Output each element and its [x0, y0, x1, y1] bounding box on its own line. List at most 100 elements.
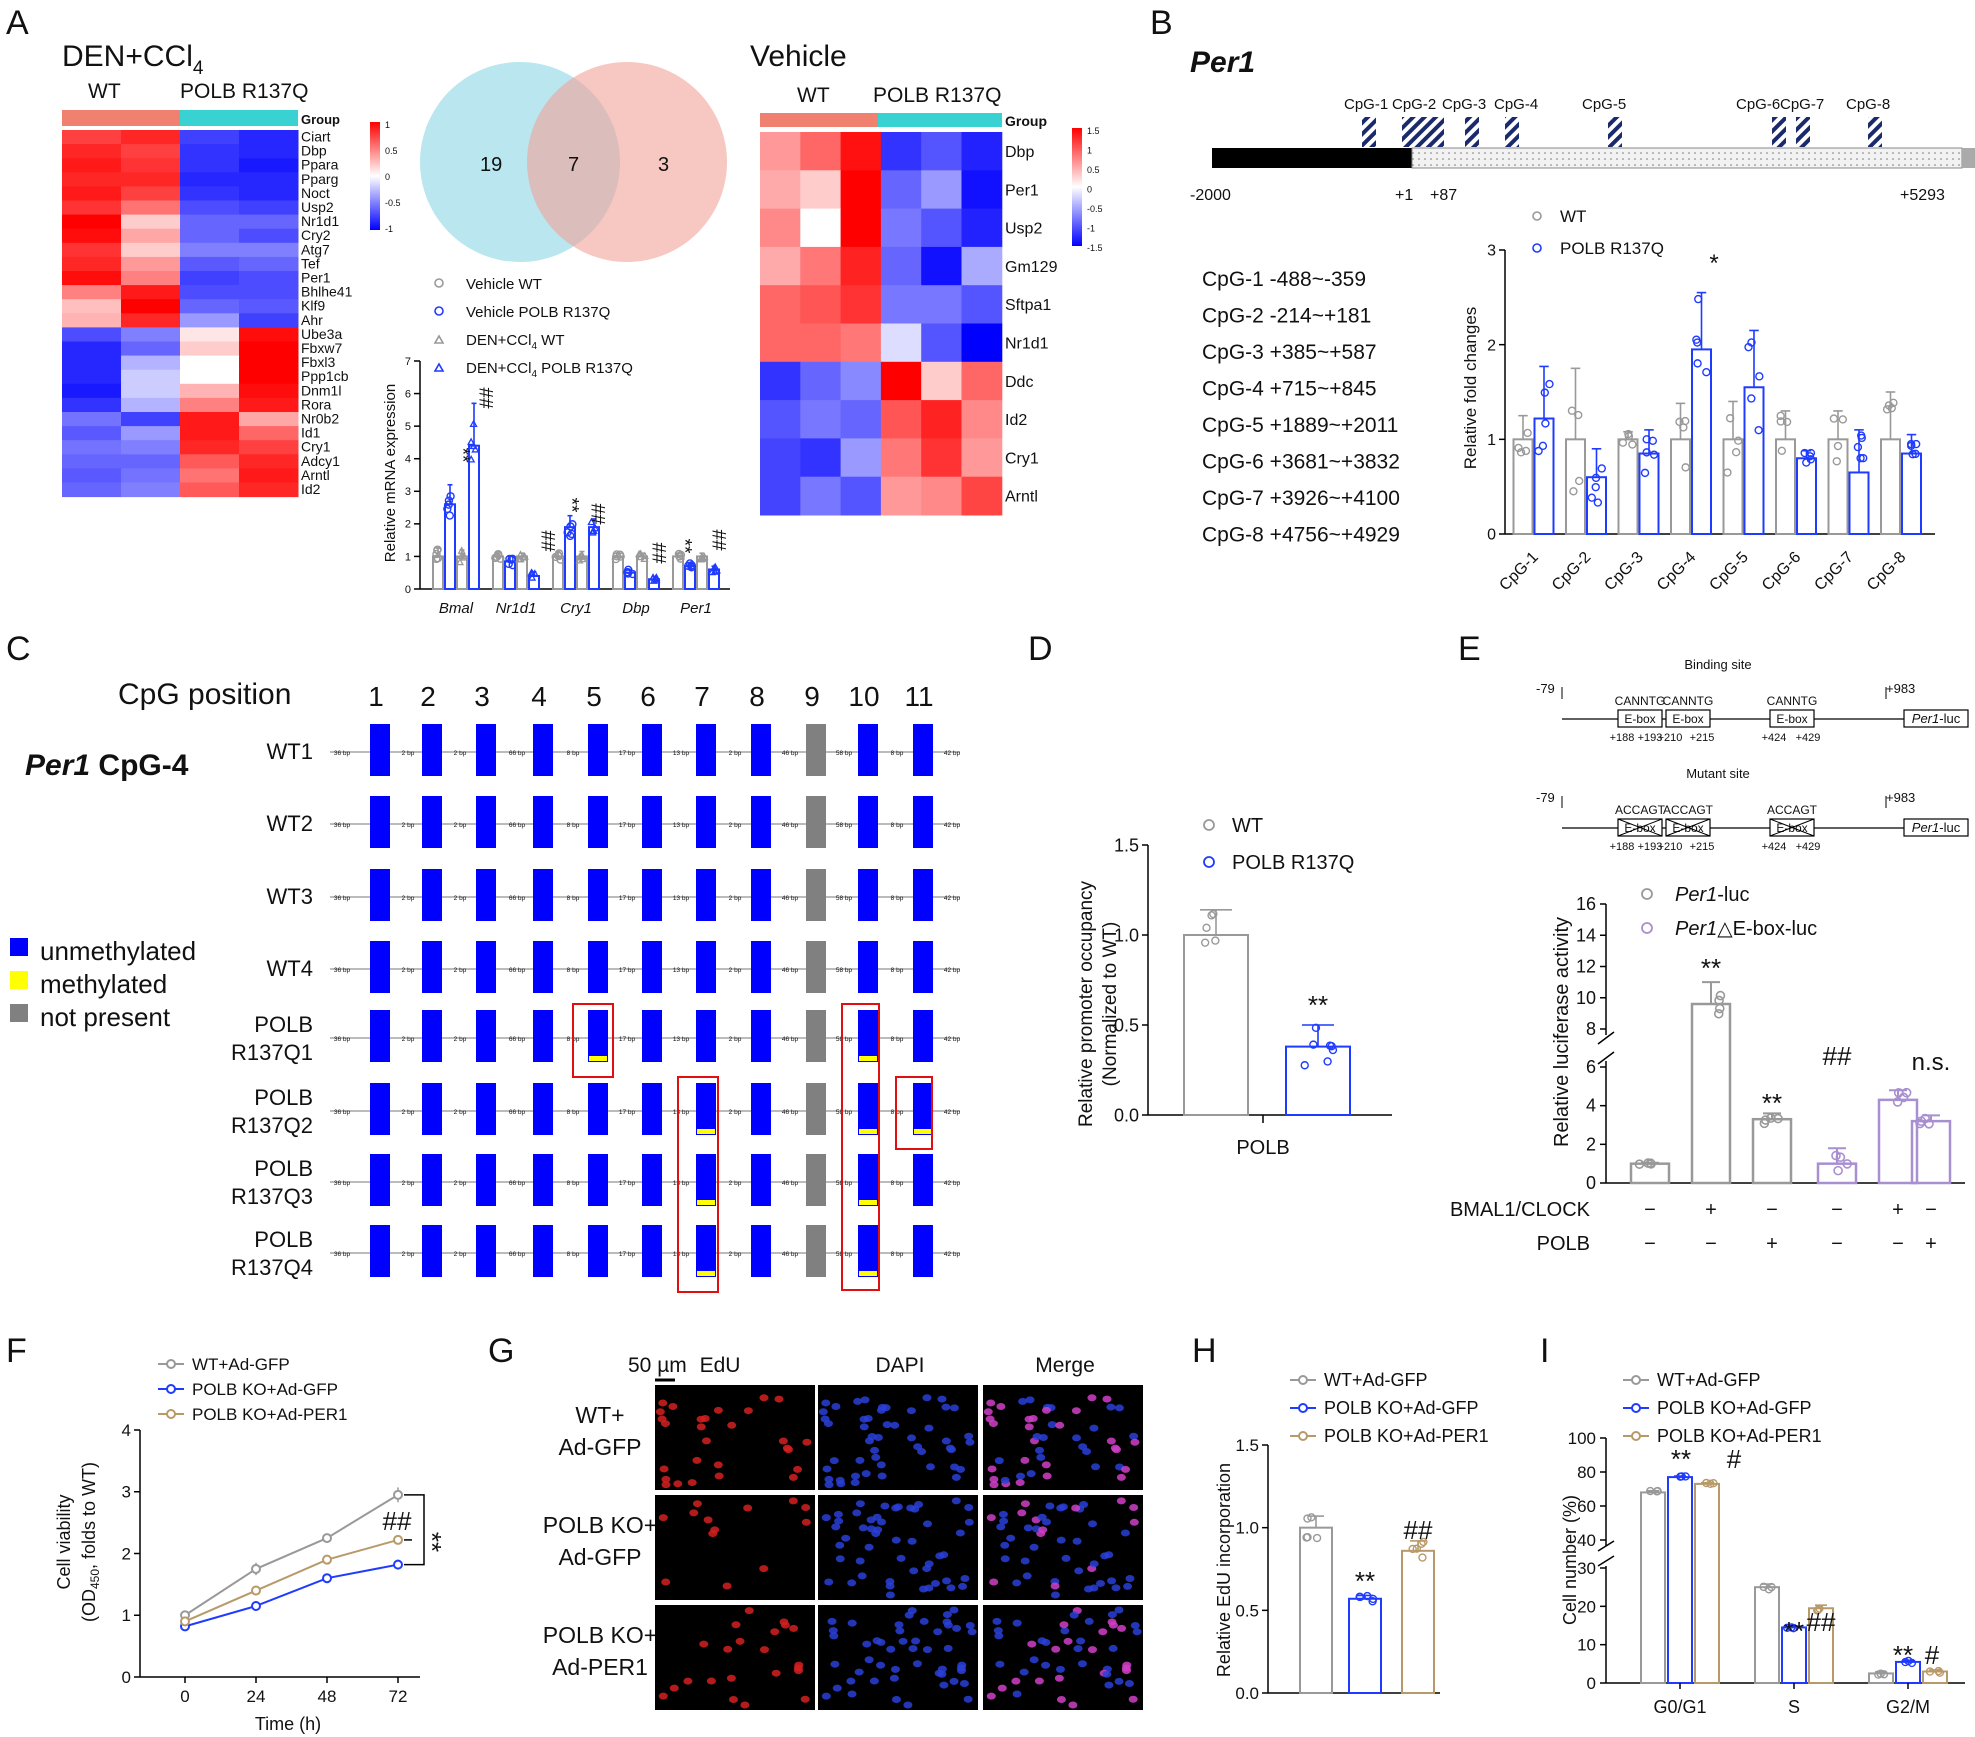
heatmap-cell — [121, 256, 181, 272]
nucleus — [919, 1617, 929, 1625]
gene-label: Klf9 — [301, 298, 325, 314]
y-tick-label: 2 — [122, 1544, 131, 1563]
box-position: +424 — [1762, 732, 1787, 744]
bar — [1796, 457, 1817, 535]
cpg-range: CpG-7 +3926~+4100 — [1202, 487, 1400, 510]
venn-right-count: 3 — [658, 154, 669, 176]
data-point — [1692, 335, 1701, 344]
nucleus — [907, 1434, 917, 1442]
data-point — [1879, 1670, 1889, 1679]
data-point — [492, 552, 502, 562]
luc-tail: -luc — [1939, 711, 1960, 726]
bar — [1880, 438, 1901, 536]
bar — [1565, 438, 1586, 536]
g-row-labels: WT+ Ad-GFP POLB KO+ Ad-GFP POLB KO+ Ad-PER1 — [543, 1402, 657, 1680]
panel-g: 50 µm EdU DAPI Merge WT+ Ad-GFP POLB KO+ Ad… — [543, 1354, 1143, 1710]
legend-marker — [166, 1359, 176, 1369]
e-row-label-bmal: BMAL1/CLOCK — [1450, 1199, 1591, 1221]
data-point — [1893, 1088, 1904, 1098]
box-position: +429 — [1796, 841, 1821, 853]
data-point — [1211, 936, 1220, 945]
heatmap-cell — [121, 412, 181, 427]
gap-label: 36 bp — [334, 1109, 351, 1116]
nucleus — [818, 1408, 828, 1416]
nucleus — [1072, 1537, 1082, 1545]
data-point — [1806, 448, 1816, 458]
gap-label: 46 bp — [782, 1036, 799, 1043]
nucleus — [1018, 1397, 1028, 1405]
construct-title: Binding site — [1684, 657, 1751, 672]
nucleus — [1129, 1518, 1139, 1526]
f-xlabel: Time (h) — [255, 1714, 321, 1734]
heatmap-cell — [239, 285, 299, 300]
cpg-site — [370, 941, 390, 993]
y-tick-label: 1 — [122, 1606, 131, 1625]
panel-i: WT+Ad-GFP POLB KO+Ad-GFP POLB KO+Ad-PER1 C… — [1560, 1370, 1965, 1717]
cpg-site — [696, 724, 716, 776]
gene-label: Tef — [301, 255, 320, 271]
nucleus — [1077, 1660, 1087, 1668]
nucleus — [1025, 1396, 1035, 1404]
y-tick-label: 0 — [1587, 1674, 1596, 1693]
data-point — [444, 496, 454, 505]
b-pos-plus87: +87 — [1430, 187, 1457, 204]
y-tick-label: 2 — [1487, 337, 1496, 354]
bar — [1348, 1597, 1382, 1695]
data-point — [1924, 1118, 1934, 1129]
heatmap-cell — [62, 158, 122, 173]
gene-label: Ciart — [301, 129, 331, 145]
right-color-scale-labels: 1.5 1 0.5 0 -0.5 -1 -1.5 — [1087, 126, 1103, 253]
heatmap-cell — [961, 438, 1003, 478]
e-bar-chart: 0 2 4 6 8 10 12 14 16 ** ** ## n.s. — [1576, 894, 1965, 1193]
gap-label: 36 bp — [334, 967, 351, 974]
heatmap-cell — [239, 397, 299, 413]
sample-label: R137Q2 — [231, 1113, 313, 1138]
cpg-site — [422, 1225, 442, 1277]
heatmap-cell — [121, 186, 181, 201]
b-pos-end: +5293 — [1900, 187, 1945, 204]
data-point — [1882, 405, 1892, 414]
gap-label: 8 bp — [891, 822, 904, 829]
treatment-sign: − — [1925, 1199, 1937, 1221]
gap-label: 42 bp — [944, 750, 961, 757]
b-ylabel: Relative fold changes — [1461, 307, 1480, 470]
svg-text:not present: not present — [40, 1002, 171, 1032]
gap-label: 2 bp — [729, 750, 742, 757]
nucleus — [1132, 1628, 1142, 1636]
nucleus — [937, 1395, 947, 1403]
nucleus — [1102, 1395, 1112, 1403]
nucleus — [906, 1407, 916, 1415]
nucleus — [861, 1470, 871, 1478]
heatmap-cell — [121, 468, 181, 483]
heatmap-cell — [840, 246, 882, 286]
cpg-site — [588, 941, 608, 993]
f-legend: WT+Ad-GFP POLB KO+Ad-GFP POLB KO+Ad-PER1 — [158, 1355, 347, 1424]
cpg-site — [533, 869, 553, 921]
gap-label: 17 bp — [619, 895, 636, 902]
cpg-site — [642, 869, 662, 921]
bar — [1827, 438, 1849, 536]
svg-text:unmethylated: unmethylated — [40, 936, 196, 966]
series-point — [180, 1616, 190, 1627]
legend-label: WT+Ad-GFP — [1657, 1370, 1761, 1390]
heatmap-cell — [180, 313, 240, 328]
gene-label: Id2 — [301, 481, 321, 497]
heatmap-cell — [180, 130, 240, 145]
cpg-site — [858, 1154, 878, 1206]
data-point — [527, 573, 537, 581]
nucleus — [994, 1632, 1004, 1640]
data-point — [1200, 938, 1210, 947]
data-point — [1715, 990, 1726, 1001]
data-point — [1813, 1606, 1822, 1615]
nucleus — [1036, 1453, 1046, 1461]
b-cpg-ranges: CpG-1 -488~-359 CpG-2 -214~+181 CpG-3 +385… — [1202, 268, 1400, 547]
heatmap-cell — [121, 299, 181, 314]
data-point — [1815, 1604, 1824, 1613]
nucleus — [1059, 1621, 1069, 1629]
significance-mark: ** — [452, 448, 473, 463]
nucleus — [858, 1524, 868, 1532]
data-point — [577, 551, 586, 559]
motif-label: CANNTG — [1767, 694, 1818, 708]
micrograph — [818, 1495, 978, 1600]
